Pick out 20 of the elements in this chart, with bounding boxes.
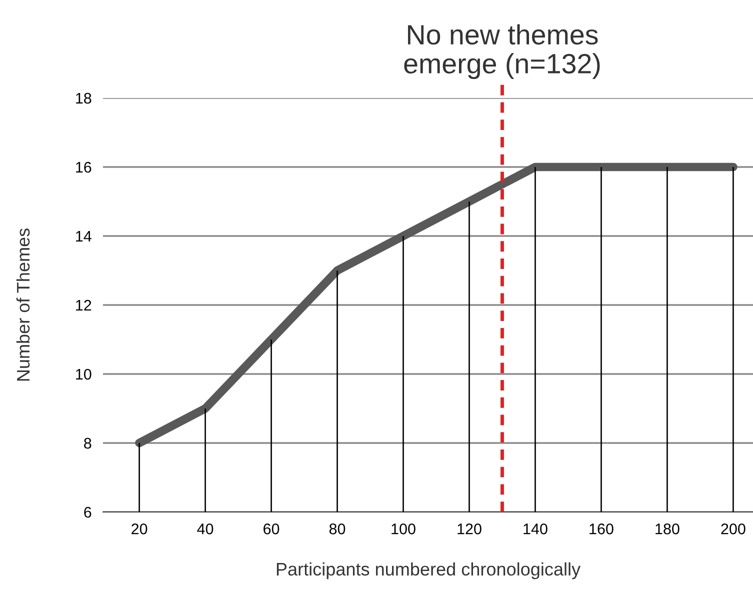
y-tick-label: 12	[76, 300, 92, 311]
x-tick-label: 140	[524, 524, 548, 534]
x-axis-title: Participants numbered chronologically	[276, 562, 581, 580]
x-tick-label: 180	[656, 524, 680, 534]
x-tick-label: 120	[458, 524, 482, 534]
x-tick-label: 40	[197, 524, 214, 534]
y-tick-label: 6	[84, 506, 92, 518]
x-tick-label: 80	[329, 524, 346, 534]
y-tick-label: 16	[76, 162, 92, 173]
x-tick-label: 60	[264, 524, 280, 534]
text: No new themes emerge (n=132)	[404, 24, 600, 80]
x-tick-label: 160	[590, 524, 614, 534]
y-tick-label: 18	[76, 92, 92, 104]
y-axis-title: Number of Themes	[16, 228, 30, 381]
x-tick-label: 100	[392, 524, 416, 534]
y-tick-label: 14	[76, 231, 92, 242]
x-tick-label: 20	[132, 524, 148, 534]
x-tick-label: 200	[721, 524, 746, 534]
y-tick-label: 10	[76, 368, 92, 380]
y-tick-label: 8	[84, 438, 92, 449]
